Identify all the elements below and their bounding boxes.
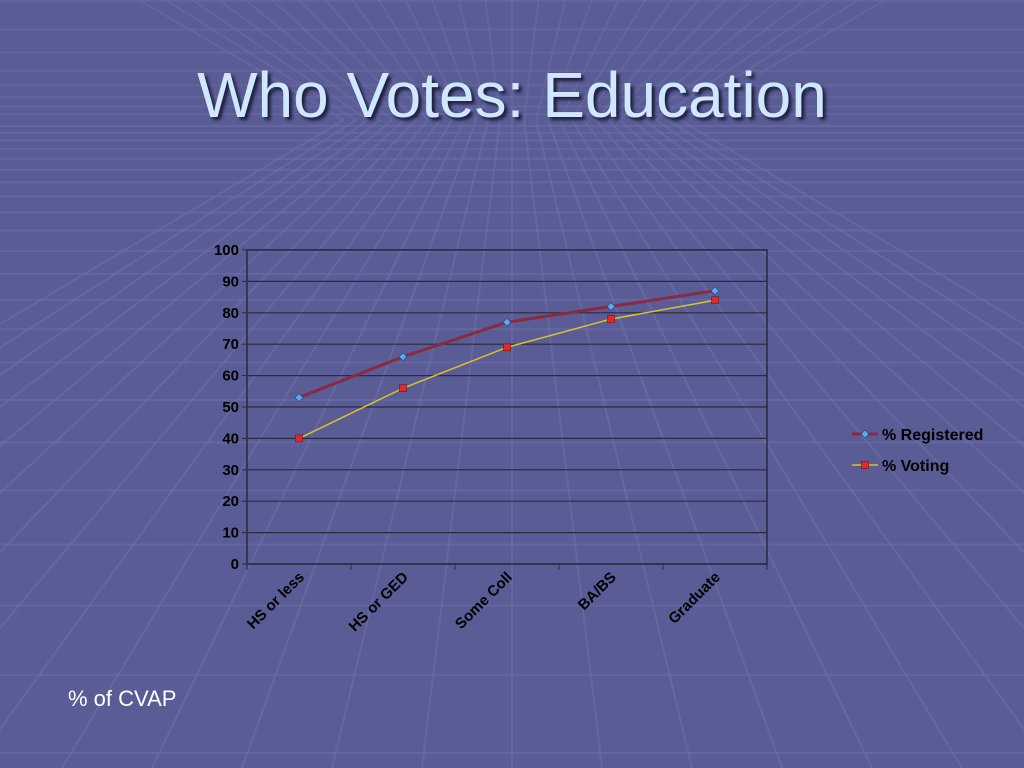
y-tick-label: 30 [222,462,239,479]
gridlines [247,249,767,565]
x-tick-label: Some Coll [452,569,516,633]
legend-marker [861,461,869,469]
x-tick-label: Graduate [665,569,724,628]
data-point [294,393,304,403]
data-point [398,352,408,362]
y-tick-label: 100 [214,242,239,259]
legend-label: % Registered [882,427,983,444]
data-point [503,343,511,352]
y-tick-label: 0 [231,556,239,573]
y-axis: 0 10 20 30 40 50 60 70 80 90 100 [214,242,247,573]
legend-marker [860,429,870,439]
y-tick-label: 10 [222,525,239,542]
data-point [607,315,615,323]
y-tick-label: 20 [222,493,239,510]
data-point [606,302,616,311]
y-tick-label: 80 [222,305,239,322]
data-point [502,317,512,327]
line-chart: 0 10 20 30 40 50 60 70 80 90 100 HS or less HS or G… [214,242,983,635]
y-tick-label: 90 [222,273,239,290]
y-tick-label: 70 [222,336,239,353]
legend: % Registered % Voting [852,427,983,475]
x-tick-label: BA/BS [575,569,620,614]
series-lines [294,286,720,443]
data-point [295,434,303,443]
footnote: % of CVAP [68,686,177,711]
y-tick-label: 50 [222,399,239,416]
slide-title: Who Votes: Education [197,59,827,131]
x-axis: HS or less HS or GED Some Coll BA/BS Graduat… [244,564,768,635]
data-point [399,384,407,392]
data-point [710,286,720,296]
x-tick-label: HS or GED [346,569,412,635]
y-tick-label: 40 [222,430,239,447]
y-tick-label: 60 [222,368,239,385]
legend-label: % Voting [882,458,949,475]
x-tick-label: HS or less [244,569,308,633]
data-point [711,296,719,305]
